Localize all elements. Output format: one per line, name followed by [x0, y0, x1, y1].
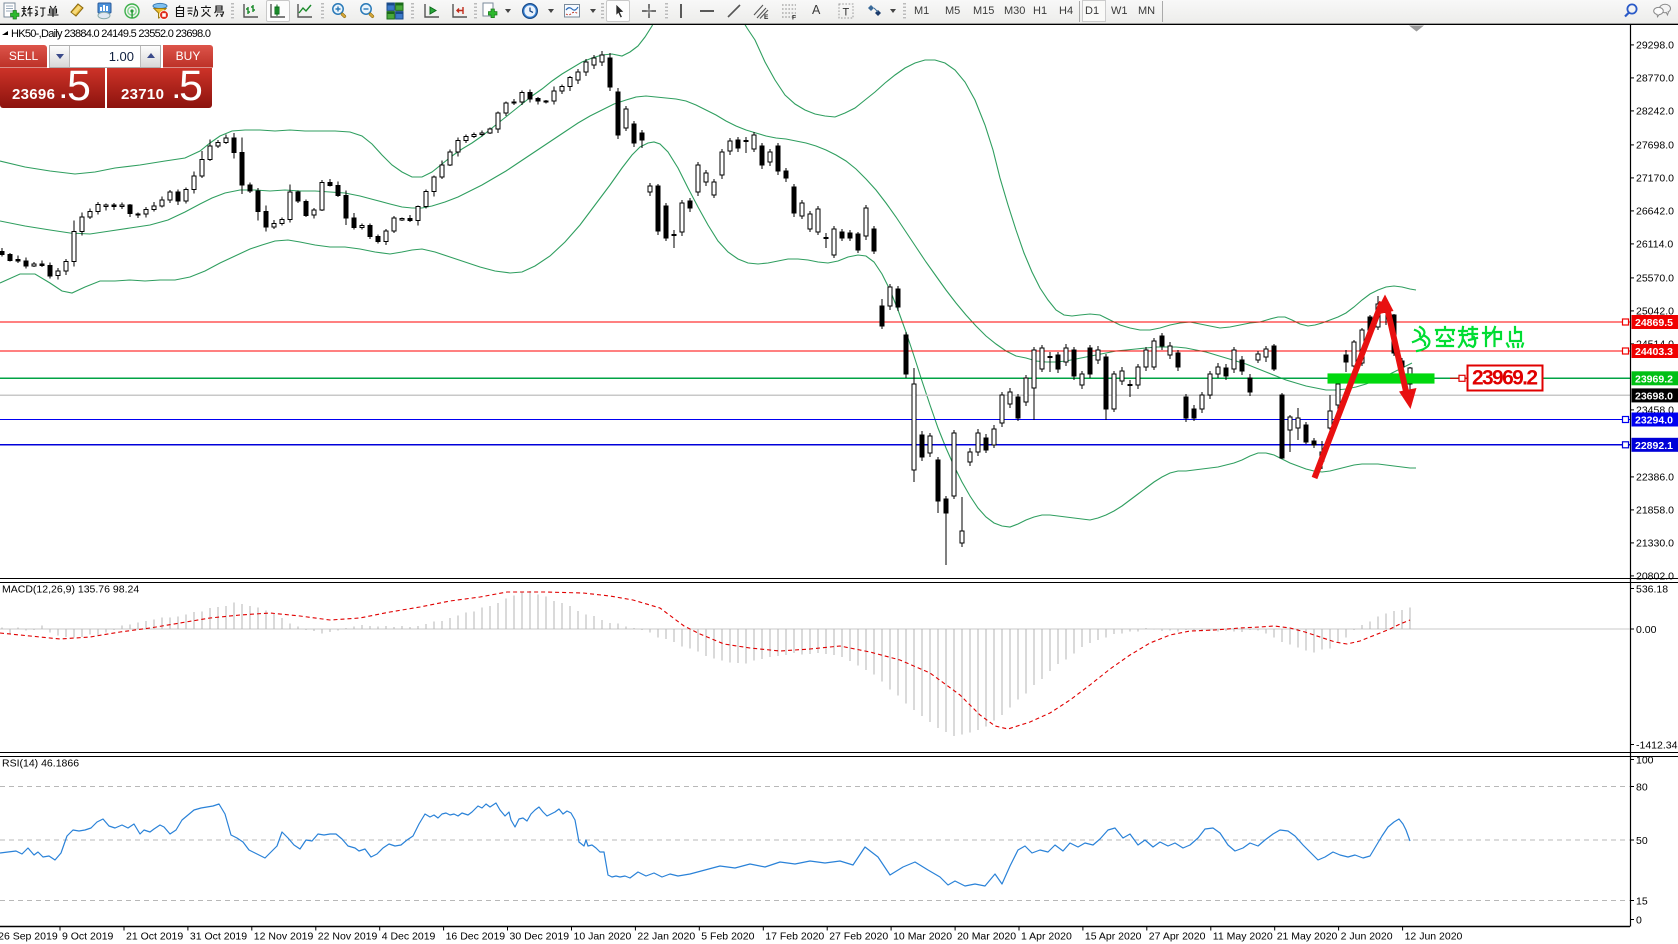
svg-text:24403.3: 24403.3 [1635, 346, 1673, 358]
svg-text:50: 50 [1636, 835, 1648, 847]
svg-text:12 Jun 2020: 12 Jun 2020 [1405, 931, 1463, 943]
svg-text:0.00: 0.00 [1636, 624, 1657, 636]
svg-text:5 Feb 2020: 5 Feb 2020 [701, 931, 754, 943]
svg-text:25570.0: 25570.0 [1636, 273, 1674, 285]
svg-text:RSI(14) 46.1866: RSI(14) 46.1866 [2, 758, 79, 770]
svg-text:80: 80 [1636, 781, 1648, 793]
svg-text:26114.0: 26114.0 [1636, 239, 1673, 251]
svg-text:21 Oct 2019: 21 Oct 2019 [126, 931, 183, 943]
svg-text:25042.0: 25042.0 [1636, 306, 1674, 318]
svg-text:28770.0: 28770.0 [1636, 73, 1674, 85]
svg-text:22386.0: 22386.0 [1636, 472, 1674, 484]
svg-text:536.18: 536.18 [1636, 583, 1668, 595]
svg-text:12 Nov 2019: 12 Nov 2019 [254, 931, 314, 943]
svg-text:24869.5: 24869.5 [1635, 317, 1673, 329]
svg-text:15: 15 [1636, 895, 1648, 907]
svg-text:27 Apr 2020: 27 Apr 2020 [1149, 931, 1206, 943]
svg-text:21 May 2020: 21 May 2020 [1277, 931, 1338, 943]
svg-text:23294.0: 23294.0 [1635, 415, 1673, 427]
svg-text:23969.2: 23969.2 [1472, 367, 1538, 390]
svg-text:2 Jun 2020: 2 Jun 2020 [1341, 931, 1393, 943]
svg-text:20 Mar 2020: 20 Mar 2020 [957, 931, 1016, 943]
svg-text:27170.0: 27170.0 [1636, 173, 1674, 185]
svg-text:MACD(12,26,9) 135.76 98.24: MACD(12,26,9) 135.76 98.24 [2, 584, 139, 596]
svg-text:10 Mar 2020: 10 Mar 2020 [893, 931, 952, 943]
svg-text:30 Dec 2019: 30 Dec 2019 [510, 931, 570, 943]
svg-text:11 May 2020: 11 May 2020 [1213, 931, 1273, 943]
svg-text:27698.0: 27698.0 [1636, 140, 1674, 152]
svg-text:100: 100 [1636, 754, 1654, 766]
svg-text:31 Oct 2019: 31 Oct 2019 [190, 931, 247, 943]
svg-text:21330.0: 21330.0 [1636, 538, 1674, 550]
svg-text:20802.0: 20802.0 [1636, 571, 1674, 583]
svg-text:E: E [764, 14, 769, 20]
svg-text:26642.0: 26642.0 [1636, 206, 1674, 218]
svg-text:T: T [843, 7, 850, 19]
svg-text:22892.1: 22892.1 [1635, 440, 1673, 452]
svg-text:29298.0: 29298.0 [1636, 40, 1674, 52]
svg-text:28242.0: 28242.0 [1636, 106, 1674, 118]
svg-text:10 Jan 2020: 10 Jan 2020 [574, 931, 632, 943]
svg-text:23969.2: 23969.2 [1635, 373, 1673, 385]
svg-text:23698.0: 23698.0 [1635, 390, 1673, 402]
svg-text:HK50-,Daily 23884.0 24149.5 2: HK50-,Daily 23884.0 24149.5 23552.0 2369… [11, 28, 211, 40]
svg-text:1 Apr 2020: 1 Apr 2020 [1021, 931, 1072, 943]
svg-text:-1412.34: -1412.34 [1636, 739, 1678, 751]
svg-text:22 Jan 2020: 22 Jan 2020 [637, 931, 695, 943]
svg-text:27 Feb 2020: 27 Feb 2020 [829, 931, 888, 943]
svg-text:F: F [792, 15, 796, 21]
svg-text:9 Oct 2019: 9 Oct 2019 [62, 931, 114, 943]
svg-text:4 Dec 2019: 4 Dec 2019 [382, 931, 436, 943]
svg-text:22 Nov 2019: 22 Nov 2019 [318, 931, 378, 943]
svg-text:17 Feb 2020: 17 Feb 2020 [765, 931, 824, 943]
svg-text:16 Dec 2019: 16 Dec 2019 [446, 931, 506, 943]
svg-text:0: 0 [1636, 914, 1642, 926]
svg-text:15 Apr 2020: 15 Apr 2020 [1085, 931, 1142, 943]
svg-text:21858.0: 21858.0 [1636, 505, 1674, 517]
svg-text:26 Sep 2019: 26 Sep 2019 [0, 931, 58, 943]
